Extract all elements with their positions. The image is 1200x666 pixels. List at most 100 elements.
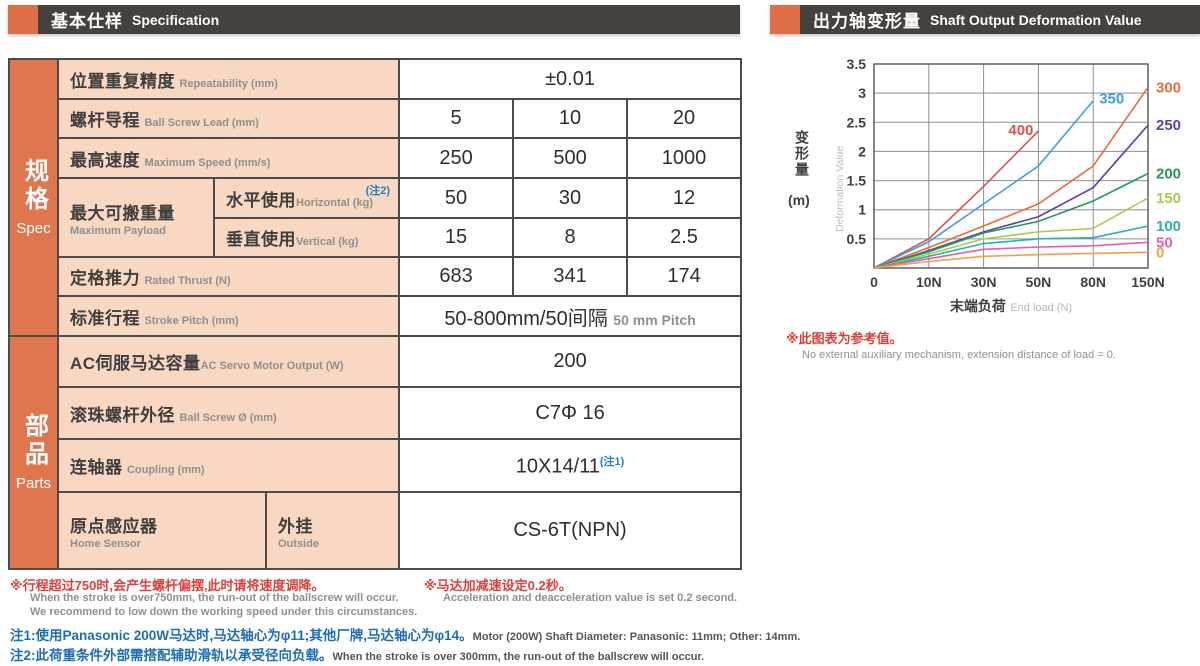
cell-horizontal-2: 30 <box>512 177 629 219</box>
series-label-100: 100 <box>1156 218 1181 235</box>
svg-text:50N: 50N <box>1026 274 1052 290</box>
footnote-stroke-en1: When the stroke is over750mm, the run-ou… <box>30 592 399 604</box>
cell-thrust-3: 174 <box>626 256 743 297</box>
series-label-50: 50 <box>1156 234 1173 251</box>
svg-text:3.5: 3.5 <box>847 56 867 72</box>
spec-header-body: 基本仕样 Specification <box>38 5 740 34</box>
sidebar-parts: 部品 Parts <box>8 335 59 570</box>
y-axis-unit: (m) <box>788 192 810 208</box>
cell-horizontal-3: 12 <box>626 177 743 219</box>
svg-text:80N: 80N <box>1080 274 1106 290</box>
table-row: 定格推力 Rated Thrust (N) 683 341 174 <box>9 256 743 297</box>
spec-section-header: 基本仕样 Specification <box>8 5 740 34</box>
y-axis-label-en: Deformation Value <box>834 145 846 232</box>
cell-vertical-1: 15 <box>398 217 515 258</box>
series-label-300: 300 <box>1156 79 1181 96</box>
series-label-400: 400 <box>1008 122 1033 139</box>
svg-text:0: 0 <box>870 274 878 290</box>
header-accent-square <box>770 5 800 34</box>
row-label-stroke-pitch: 标准行程 Stroke Pitch (mm) <box>56 295 401 337</box>
row-value-home-sensor: CS-6T(NPN) <box>398 491 743 570</box>
row-value-coupling: 10X14/11(注1) <box>398 438 743 493</box>
table-row: 最高速度 Maximum Speed (mm/s) 250 500 1000 <box>9 137 743 179</box>
footnote-accel-en: Acceleration and deacceleration value is… <box>443 592 738 604</box>
cell-vertical-2: 8 <box>512 217 629 258</box>
footnote-stroke-en2: We recommend to low down the working spe… <box>30 606 418 618</box>
sidebar-parts-en: Parts <box>15 475 51 492</box>
svg-text:2: 2 <box>858 143 866 159</box>
series-label-350: 350 <box>1099 91 1124 108</box>
row-value-repeatability: ±0.01 <box>398 58 743 100</box>
deformation-section-header: 出力轴变形量 Shaft Output Deformation Value <box>770 5 1200 34</box>
deformation-header-title-zh: 出力轴变形量 <box>813 12 921 31</box>
svg-text:150N: 150N <box>1131 274 1164 290</box>
footnote-note2: 注2:此荷重条件外部需搭配辅助滑轨以承受径向负载。When the stroke… <box>10 648 705 663</box>
row-label-home-sensor: 原点感应器 Home Sensor <box>57 491 267 570</box>
row-label-outside: 外挂 Outside <box>264 491 401 570</box>
svg-text:10N: 10N <box>916 274 942 290</box>
table-row: 标准行程 Stroke Pitch (mm) 50-800mm/50间隔 50 … <box>9 295 743 337</box>
chart-note: ※此图表为参考值。 No external auxiliary mechanis… <box>786 328 1116 361</box>
row-label-repeatability: 位置重复精度 Repeatability (mm) <box>56 58 401 100</box>
cell-speed-2: 500 <box>512 137 629 179</box>
svg-text:1.5: 1.5 <box>847 173 867 189</box>
table-row: 部品 Parts AC伺服马达容量AC Servo Motor Output (… <box>8 335 743 570</box>
row-label-rated-thrust: 定格推力 Rated Thrust (N) <box>56 256 401 297</box>
row-label-max-speed: 最高速度 Maximum Speed (mm/s) <box>56 137 401 179</box>
table-row: 原点感应器 Home Sensor 外挂 Outside CS-6T(NPN) <box>9 491 743 570</box>
spec-header-title-zh: 基本仕样 <box>51 12 123 31</box>
svg-text:1: 1 <box>858 202 866 218</box>
deformation-chart: 0.5 1 1.5 2 2.5 3 3.5 0 10N 30N 50N 80N 150N 400 350 30… <box>778 48 1200 303</box>
series-label-200: 200 <box>1156 166 1181 183</box>
chart-note-en: No external auxiliary mechanism, extensi… <box>802 349 1116 361</box>
cell-lead-20: 20 <box>626 98 743 139</box>
row-value-servo-output: 200 <box>398 335 743 388</box>
svg-text:2.5: 2.5 <box>847 114 867 130</box>
table-row: 最大可搬重量 Maximum Payload (注2) 水平使用Horizont… <box>9 177 743 258</box>
svg-text:0.5: 0.5 <box>847 231 867 247</box>
note2-ref: (注2) <box>365 185 391 197</box>
svg-text:3: 3 <box>858 85 866 101</box>
header-accent-square <box>8 5 38 34</box>
cell-thrust-1: 683 <box>398 256 515 297</box>
y-axis-label-zh: 变形量 <box>794 130 810 178</box>
row-label-coupling: 连轴器 Coupling (mm) <box>56 438 401 493</box>
cell-speed-1: 250 <box>398 137 515 179</box>
row-value-stroke-pitch: 50-800mm/50间隔 50 mm Pitch <box>398 295 743 337</box>
row-label-ball-screw-lead: 螺杆导程 Ball Screw Lead (mm) <box>56 98 401 139</box>
row-label-ball-screw-dia: 滚珠螺杆外径 Ball Screw Ø (mm) <box>56 386 401 440</box>
footnote-stroke-red: ※行程超过750时,会产生螺杆偏摆,此时请将速度调降。 <box>10 578 325 593</box>
footnote-accel-red: ※马达加减速设定0.2秒。 <box>424 578 572 593</box>
x-axis-label: 末端负荷 End load (N) <box>949 298 1073 314</box>
note1-ref: (注1) <box>599 455 625 468</box>
table-row: 螺杆导程 Ball Screw Lead (mm) 5 10 20 <box>9 98 743 139</box>
deformation-header-title-en: Shaft Output Deformation Value <box>930 11 1142 28</box>
cell-horizontal-1: 50 <box>398 177 515 219</box>
row-label-vertical: 垂直使用Vertical (kg) <box>212 217 401 258</box>
svg-text:30N: 30N <box>971 274 997 290</box>
cell-lead-10: 10 <box>512 98 629 139</box>
row-label-horizontal: (注2) 水平使用Horizontal (kg) <box>212 177 401 219</box>
sidebar-spec-zh: 规格 <box>20 158 48 214</box>
row-label-servo-output: AC伺服马达容量AC Servo Motor Output (W) <box>56 335 401 388</box>
deformation-header-body: 出力轴变形量 Shaft Output Deformation Value <box>800 5 1200 34</box>
deformation-chart-svg: 0.5 1 1.5 2 2.5 3 3.5 0 10N 30N 50N 80N 150N 400 350 30… <box>847 56 1182 290</box>
sidebar-spec-en: Spec <box>16 220 51 237</box>
table-row: 滚珠螺杆外径 Ball Screw Ø (mm) C7Φ 16 <box>9 386 743 440</box>
spec-table: 规格 Spec 位置重复精度 Repeatability (mm) ±0.01 … <box>8 58 743 570</box>
sidebar-spec: 规格 Spec <box>8 58 59 337</box>
chart-note-zh: ※此图表为参考值。 <box>786 331 903 346</box>
spec-header-title-en: Specification <box>132 11 220 28</box>
sidebar-parts-zh: 部品 <box>20 413 48 469</box>
row-value-ball-screw-dia: C7Φ 16 <box>398 386 743 440</box>
series-label-150: 150 <box>1156 190 1181 207</box>
series-label-0: 0 <box>1156 244 1164 261</box>
footnote-note1: 注1:使用Panasonic 200W马达时,马达轴心为φ11;其他厂牌,马达轴… <box>10 628 801 643</box>
table-row: 连轴器 Coupling (mm) 10X14/11(注1) <box>9 438 743 493</box>
row-label-max-payload: 最大可搬重量 Maximum Payload <box>57 177 215 258</box>
cell-thrust-2: 341 <box>512 256 629 297</box>
cell-vertical-3: 2.5 <box>626 217 743 258</box>
series-label-250: 250 <box>1156 117 1181 134</box>
cell-lead-5: 5 <box>398 98 515 139</box>
